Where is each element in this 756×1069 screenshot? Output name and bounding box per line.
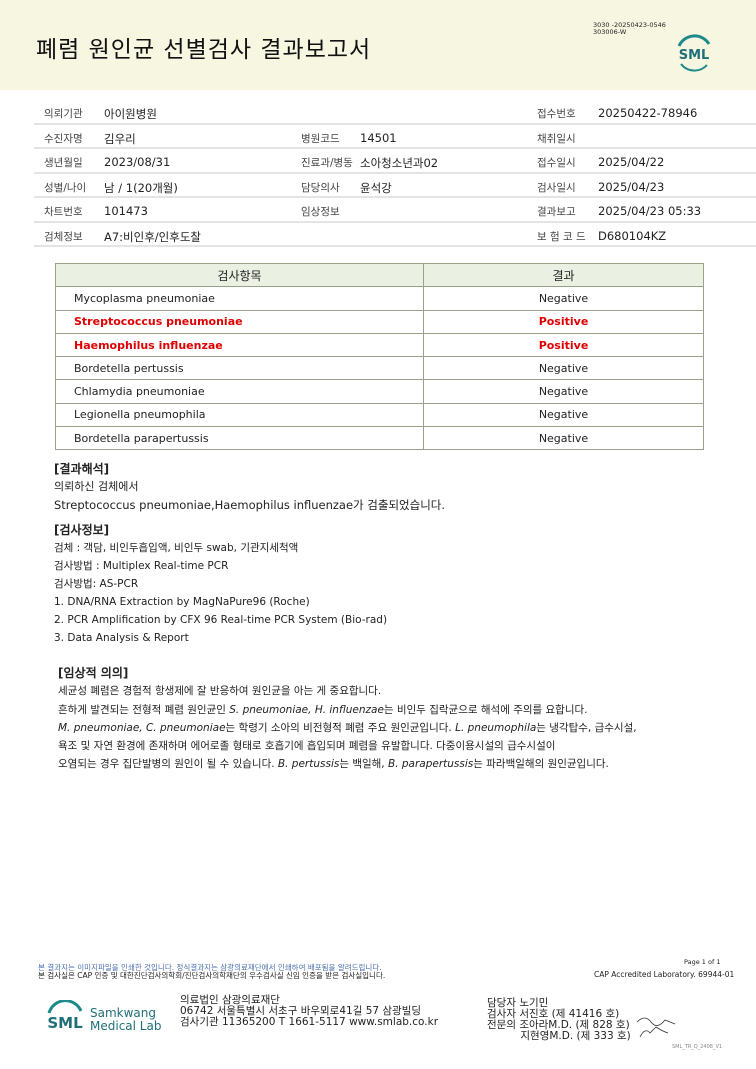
test-result: Negative [423, 356, 704, 381]
info-label: 접수일시 [537, 157, 576, 169]
svg-text:SML: SML [47, 1014, 83, 1032]
info-value: 101473 [104, 204, 148, 218]
table-row: Chlamydia pneumoniae Negative [55, 379, 704, 404]
info-label: 검사일시 [537, 181, 576, 194]
image-notice: 본 결과지는 이미지파일을 인쇄한 것입니다. 정식결과지는 삼광의료재단에서 … [38, 963, 382, 972]
info-label: 의뢰기관 [44, 108, 83, 120]
table-row: Legionella pneumophila Negative [55, 402, 704, 428]
info-row: 차트번호 101473 임상정보 결과보고 2025/04/23 05:33 [34, 198, 756, 223]
table-row: Bordetella pertussis Negative [55, 356, 704, 381]
sml-logo: SML [677, 34, 711, 72]
info-row: 의뢰기관 아이원병원 접수번호 20250422-78946 [34, 100, 756, 125]
info-row: 성별/나이 남 / 1(20개월) 담당의사 윤석강 검사일시 2025/04/23 [34, 174, 756, 198]
results-table: 검사항목 결과 Mycoplasma pneumoniae Negative Stre… [55, 262, 704, 451]
interpretation-section: [결과해석] 의뢰하신 검체에서 Streptococcus pneumonia… [54, 462, 446, 512]
test-name: Streptococcus pneumoniae [55, 309, 424, 334]
test-result: Negative [423, 286, 704, 311]
test-result: Negative [423, 426, 704, 451]
signatories: 담당자 노기민 검사자 서진호 (제 41416 호) 전문의 조아라M.D. (제… [487, 997, 631, 1042]
test-name: Legionella pneumophila [55, 402, 424, 428]
info-label: 검체정보 [44, 230, 83, 243]
report-header: 폐렴 원인균 선별검사 결과보고서 3030 -20250423-0546 303… [0, 0, 756, 90]
info-row: 생년월일 2023/08/31 진료과/병동 소아청소년과02 접수일시 2025/04/… [34, 149, 756, 174]
info-value: 2025/04/23 05:33 [598, 204, 702, 218]
test-name: Chlamydia pneumoniae [55, 379, 424, 404]
page-title: 폐렴 원인균 선별검사 결과보고서 [36, 37, 372, 63]
info-value: 남 / 1(20개월) [104, 180, 178, 195]
info-row: 수진자명 김우리 병원코드 14501 채취일시 [34, 125, 756, 149]
info-label: 담당의사 [301, 181, 340, 194]
info-value: 2023/08/31 [104, 155, 171, 169]
cap-notice: 본 검사실은 CAP 인증 및 대한진단검사의학회/진단검사의학재단의 우수검사… [38, 971, 386, 980]
info-row: 검체정보 A7:비인후/인후도찰 보 험 코 드 D680104KZ [34, 223, 756, 247]
info-label: 진료과/병동 [301, 157, 353, 169]
svg-text:SML: SML [679, 48, 710, 63]
info-value: 김우리 [104, 131, 136, 146]
info-label: 임상정보 [301, 206, 340, 218]
patient-info: 의뢰기관 아이원병원 접수번호 20250422-78946 수진자명 김우리 병원코드 14… [34, 100, 756, 247]
test-name: Bordetella parapertussis [55, 426, 424, 451]
report-code: 3030 -20250423-0546 303006-W [593, 21, 666, 36]
test-result: Negative [423, 402, 704, 428]
test-result: Negative [423, 379, 704, 404]
info-label: 생년월일 [44, 157, 83, 169]
info-value: 소아청소년과02 [360, 156, 439, 170]
test-info-section: [검사정보] 검체 : 객담, 비인두흡입액, 비인두 swab, 기관지세척액… [54, 523, 388, 644]
test-name: Haemophilus influenzae [55, 332, 424, 358]
lab-address: 의료법인 삼광의료재단 06742 서울특별시 서초구 바우뫼로41길 57 삼광… [180, 994, 439, 1028]
test-name: Mycoplasma pneumoniae [55, 286, 424, 311]
table-row: Bordetella parapertussis Negative [55, 426, 704, 451]
info-label: 채취일시 [537, 132, 576, 145]
col-header-result: 결과 [423, 262, 704, 288]
info-value: 14501 [360, 130, 397, 145]
test-result: Positive [423, 309, 704, 334]
info-value: 2025/04/22 [598, 155, 665, 169]
info-value: 아이원병원 [104, 107, 157, 121]
table-row: Haemophilus influenzae Positive [55, 332, 704, 358]
col-header-test: 검사항목 [55, 262, 424, 288]
cap-accreditation: CAP Accredited Laboratory. 69944-01 [594, 970, 735, 979]
signature-image [636, 1017, 676, 1038]
info-value: 윤석강 [360, 180, 392, 195]
info-label: 병원코드 [301, 132, 340, 145]
test-name: Bordetella pertussis [55, 356, 424, 381]
form-version: SML_TR_Q_2408_V1 [672, 1044, 723, 1050]
info-label: 수진자명 [44, 132, 83, 145]
info-value: A7:비인후/인후도찰 [104, 229, 201, 244]
info-label: 접수번호 [537, 108, 576, 120]
test-result: Positive [423, 332, 704, 358]
samkwang-logo: SML Samkwang Medical Lab [44, 1000, 161, 1040]
info-value: 20250422-78946 [598, 106, 698, 120]
clinical-section: [임상적 의의] 세균성 폐렴은 경험적 항생제에 잘 반응하여 원인균을 아는… [58, 666, 637, 771]
info-label: 보 험 코 드 [537, 230, 586, 243]
info-label: 차트번호 [44, 206, 83, 218]
table-row: Mycoplasma pneumoniae Negative [55, 286, 704, 311]
info-value: 2025/04/23 [598, 179, 665, 194]
table-row: Streptococcus pneumoniae Positive [55, 309, 704, 334]
info-label: 결과보고 [537, 206, 576, 218]
page-number: Page 1 of 1 [684, 958, 721, 966]
info-value: D680104KZ [598, 228, 667, 243]
info-label: 성별/나이 [44, 181, 87, 194]
